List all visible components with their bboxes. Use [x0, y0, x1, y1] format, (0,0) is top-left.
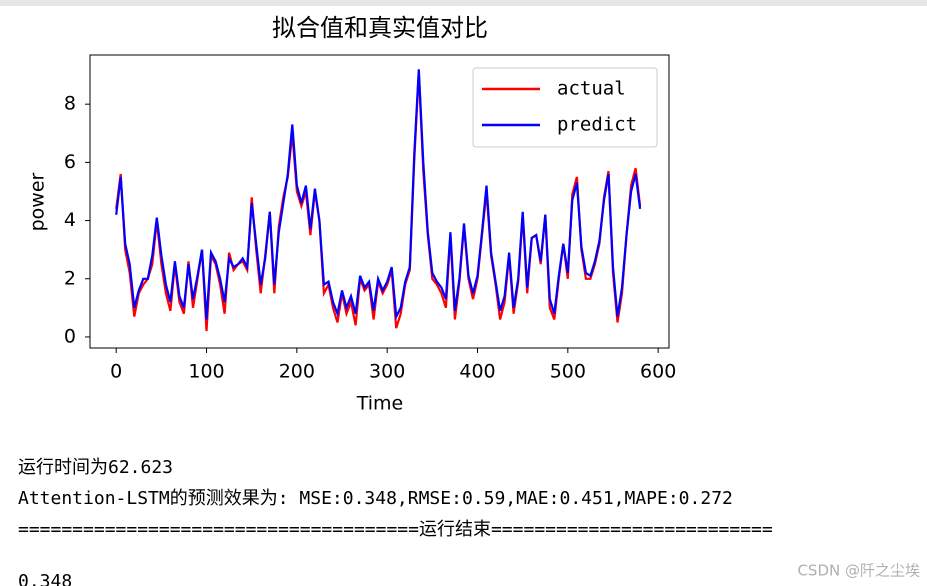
y-tick-label: 0	[64, 325, 76, 347]
y-axis-label: power	[27, 172, 49, 231]
output-line: Attention-LSTM的预测效果为: MSE:0.348,RMSE:0.5…	[18, 488, 733, 509]
plot-frame	[89, 54, 670, 349]
output-line: =====================================运行结…	[18, 519, 773, 540]
x-axis-label: Time	[356, 393, 404, 415]
y-tick-label: 4	[64, 209, 76, 231]
x-tick-label: 100	[188, 361, 224, 383]
y-tick-label: 2	[64, 267, 76, 289]
series-line	[115, 69, 642, 321]
y-tick-label: 6	[64, 151, 76, 173]
top-bar	[0, 0, 927, 6]
legend-label: predict	[557, 114, 637, 136]
y-tick-label: 8	[64, 93, 76, 115]
legend-label: actual	[557, 78, 626, 100]
output-line: 0.348	[18, 571, 72, 586]
chart-title: 拟合值和真实值对比	[272, 14, 488, 42]
x-tick-label: 200	[279, 361, 315, 383]
x-tick-label: 500	[550, 361, 586, 383]
x-tick-label: 0	[110, 361, 122, 383]
output-line: 运行时间为62.623	[18, 457, 173, 478]
watermark: CSDN @阡之尘埃	[797, 562, 920, 580]
x-tick-label: 600	[640, 361, 676, 383]
x-tick-label: 400	[459, 361, 495, 383]
x-tick-label: 300	[369, 361, 405, 383]
